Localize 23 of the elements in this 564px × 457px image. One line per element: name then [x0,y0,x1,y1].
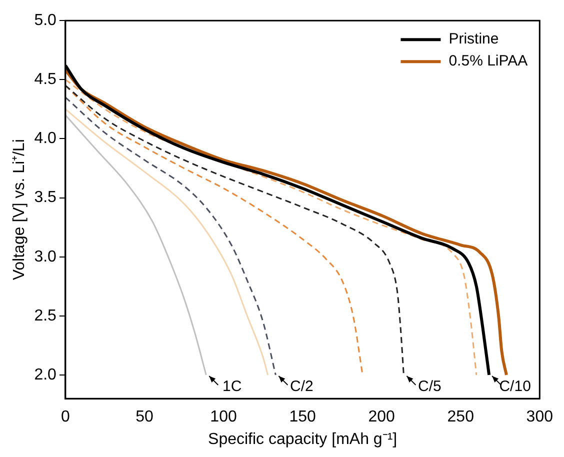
y-tick-label: 4.0 [34,130,57,148]
x-axis-title: Specific capacity [mAh g⁻¹] [208,430,398,448]
line-series [65,114,207,376]
annotation: 1C [222,378,242,396]
annotation: C/2 [290,378,314,396]
y-tick-label: 3.0 [34,248,57,266]
legend-label: 0.5% LiPAA [448,52,528,70]
legend-label: Pristine [448,30,499,48]
x-tick-label: 150 [289,408,316,426]
annotation: C/10 [499,378,531,396]
annotation: C/5 [418,378,442,396]
y-tick-label: 2.0 [34,366,57,384]
y-tick-label: 4.5 [34,71,57,88]
x-tick-label: 100 [210,408,237,426]
x-tick-label: 0 [60,408,70,426]
x-tick-label: 200 [368,408,396,426]
y-tick-label: 3.5 [34,189,57,206]
x-tick-label: 50 [136,408,154,426]
y-tick-label: 2.5 [34,307,57,324]
x-tick-label: 300 [526,408,554,426]
y-axis-title: Voltage [V] vs. Li⁺/Li [11,139,28,280]
y-tick-label: 5.0 [34,12,57,30]
x-tick-label: 250 [447,408,474,426]
